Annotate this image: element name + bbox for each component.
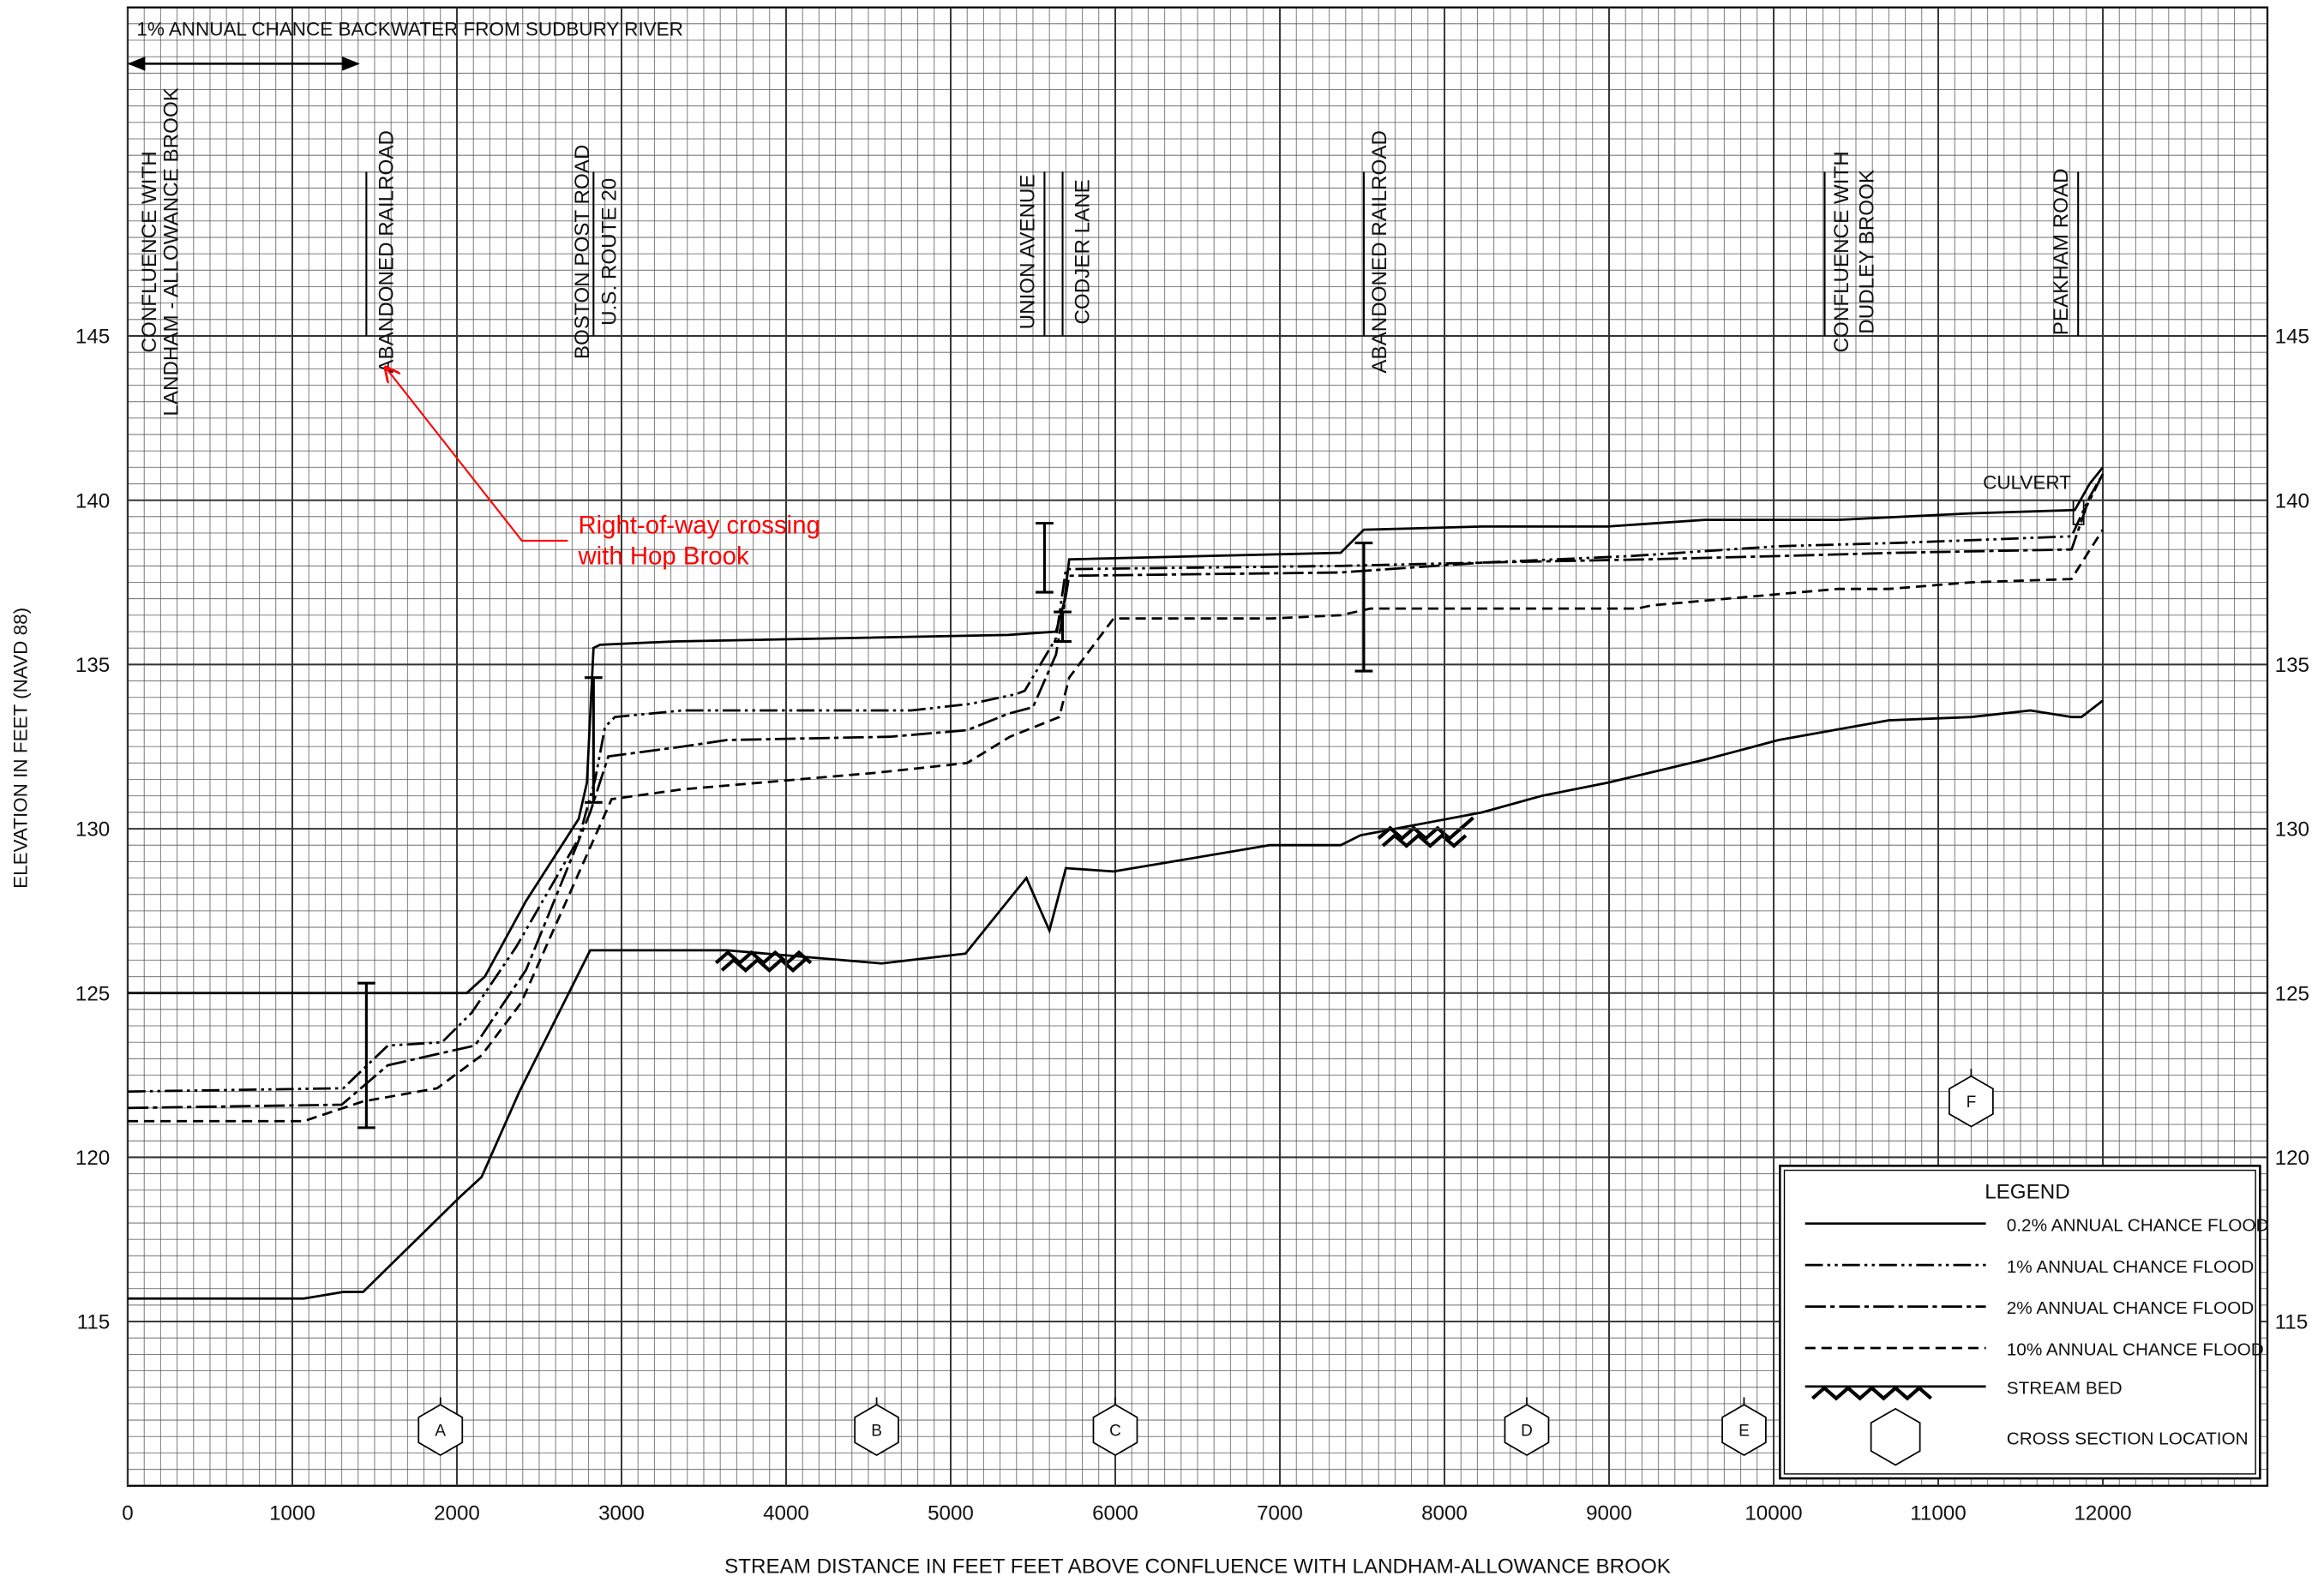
series-line [127,529,2105,1123]
feature-label: UNION AVENUE [1016,174,1039,329]
feature-label: U.S. ROUTE 20 [598,178,621,326]
y-tick-label: 125 [75,982,110,1005]
x-tick-label: 2000 [434,1501,480,1525]
x-tick-label: 10000 [1745,1501,1802,1525]
cross-section-marker [1504,1404,1550,1456]
cross-section-marker [1092,1404,1138,1456]
legend-title: LEGEND [1985,1180,2069,1203]
x-tick-label: 3000 [598,1501,645,1525]
feature-label: DUDLEY BROOK [1856,170,1879,334]
cross-section-marker [1949,1075,1994,1128]
legend-box [1779,1165,2261,1480]
legend-label: CROSS SECTION LOCATION [2007,1429,2249,1448]
y-tick-label-right: 135 [2275,654,2309,677]
y-tick-label-right: 145 [2275,326,2309,349]
feature-label: CONFLUENCE WITH [1830,151,1853,352]
x-tick-label: 1000 [269,1501,315,1525]
feature-label: ABANDONED RAILROAD [1368,130,1391,374]
structure-bar [584,676,603,804]
legend-hexagon [1870,1407,1921,1466]
x-tick-label: 7000 [1257,1501,1303,1525]
cross-section-label: B [871,1422,882,1440]
cross-section-marker [417,1404,464,1456]
y-tick-label: 145 [75,326,110,349]
legend-inner [1783,1169,2256,1475]
cross-section-label: F [1967,1094,1977,1112]
structure-bar [1036,521,1054,594]
legend-label: 2% ANNUAL CHANCE FLOOD [2007,1298,2254,1318]
cross-section-label: D [1521,1422,1533,1440]
legend: LEGEND CROSS SECTION LOCATION 0.2% ANNUA… [1779,1165,2269,1480]
y-tick-label-right: 140 [2275,489,2309,512]
structure-bar [357,981,375,1130]
legend-label: 0.2% ANNUAL CHANCE FLOOD [2007,1215,2269,1235]
cross-section-label: A [435,1422,446,1440]
annotation-text: Right-of-way crossing [578,511,820,539]
structure-bar [1354,541,1373,673]
culvert-label: CULVERT [1983,471,2071,493]
feature-label: PEAKHAM ROAD [2050,168,2073,335]
y-tick-label: 135 [75,654,110,677]
series-line [127,699,2104,1300]
cross-section-marker [854,1404,899,1456]
annotation-text: with Hop Brook [577,542,748,571]
feature-label: CONFLUENCE WITH [138,151,161,352]
hatch [1377,816,1474,842]
x-tick-label: 4000 [763,1501,809,1525]
x-tick-label: 0 [122,1501,133,1525]
x-tick-label: 12000 [2074,1501,2131,1525]
y-axis-label: ELEVATION IN FEET (NAVD 88) [9,608,31,889]
series-line [127,473,2105,1110]
y-tick-label: 115 [77,1311,111,1334]
y-tick-label-right: 125 [2275,982,2309,1005]
cross-section-label: C [1109,1422,1121,1440]
y-tick-label-right: 130 [2275,818,2309,842]
feature-label: ABANDONED RAILROAD [375,130,398,374]
feature-label: LANDHAM - ALLOWANCE BROOK [160,87,183,416]
x-tick-label: 6000 [1092,1501,1138,1525]
x-tick-label: 8000 [1421,1501,1468,1525]
x-tick-label: 11000 [1910,1501,1966,1525]
legend-label: 1% ANNUAL CHANCE FLOOD [2007,1257,2254,1277]
feature-label: BOSTON POST ROAD [571,145,594,359]
y-tick-label-right: 115 [2275,1311,2309,1334]
legend-label: 10% ANNUAL CHANCE FLOOD [2007,1340,2264,1360]
legend-label: STREAM BED [2007,1379,2123,1399]
y-tick-label: 120 [75,1147,110,1170]
feature-label: CODJER LANE [1072,179,1095,324]
cross-section-marker [1721,1404,1767,1456]
cross-section-label: E [1738,1422,1750,1440]
y-tick-label: 130 [75,818,110,842]
y-tick-label: 140 [75,489,110,512]
x-axis-label: STREAM DISTANCE IN FEET FEET ABOVE CONFL… [724,1555,1671,1579]
y-tick-label-right: 120 [2275,1147,2309,1170]
series-line [127,473,2105,1094]
legend-hatch [1811,1385,1932,1401]
backwater-label: 1% ANNUAL CHANCE BACKWATER FROM SUDBURY … [136,18,683,39]
annotation-arrow [386,368,568,542]
structure-bar [1054,610,1072,644]
x-tick-label: 5000 [928,1501,974,1525]
hatch [720,957,807,973]
hatch [1381,833,1468,848]
x-tick-label: 9000 [1586,1501,1632,1525]
series-line [127,466,2105,995]
